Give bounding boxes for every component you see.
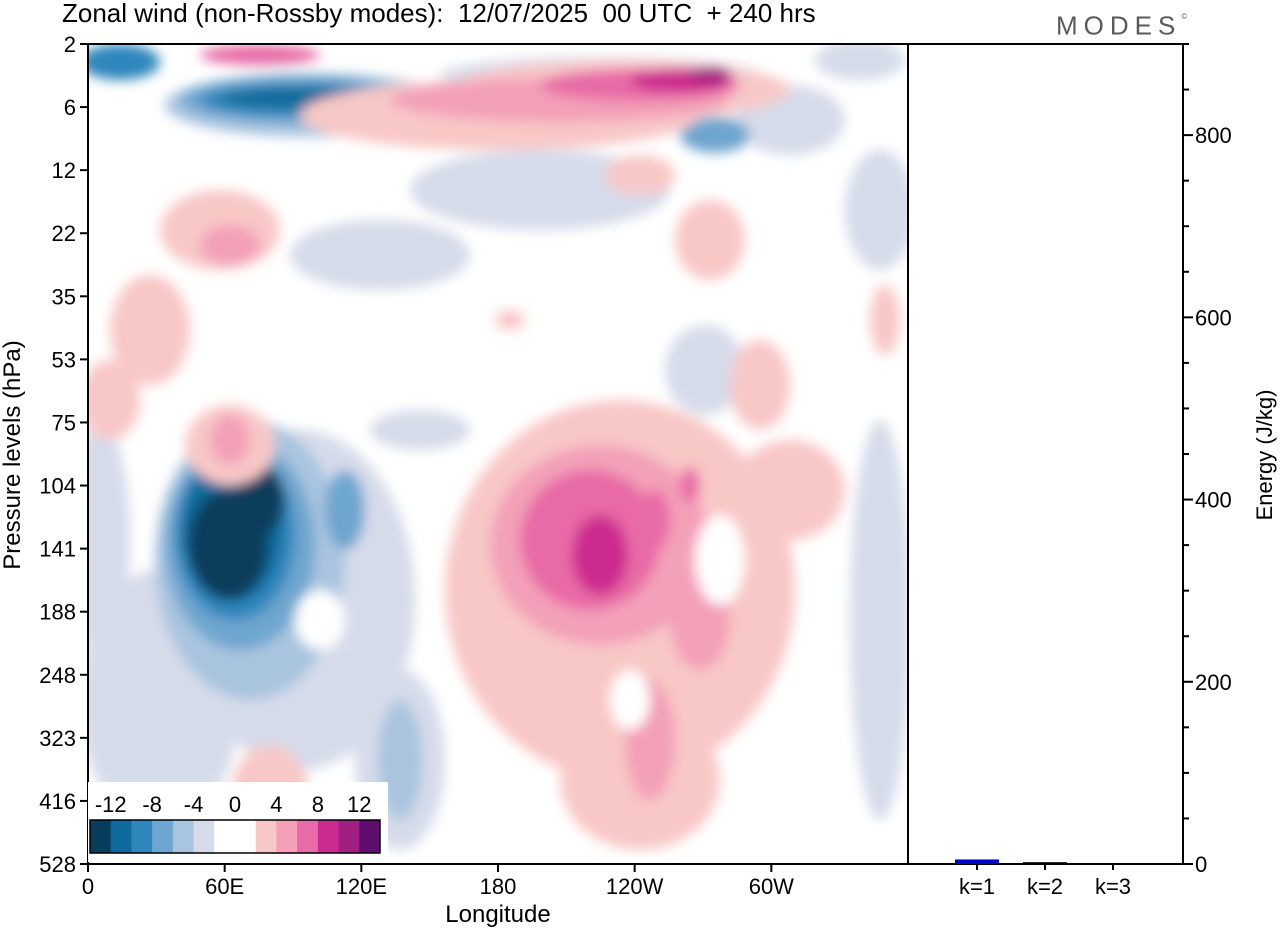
y-tick-label: 75 [52, 410, 76, 435]
contour-region [870, 285, 900, 355]
contour-region [88, 420, 130, 660]
colorbar-swatch [90, 820, 112, 853]
energy-category-label: k=3 [1095, 874, 1131, 899]
colorbar-swatch [235, 820, 257, 853]
x-tick-label: 60W [749, 874, 794, 899]
colorbar-label: 12 [347, 792, 371, 817]
contour-region [200, 225, 260, 265]
colorbar-swatch [172, 820, 195, 853]
contour-region [680, 467, 700, 503]
energy-category-label: k=2 [1027, 874, 1063, 899]
contour-region [210, 415, 250, 465]
colorbar-label: 8 [312, 792, 324, 817]
contour-region [850, 420, 908, 820]
colorbar-label: -12 [95, 792, 127, 817]
contour-region [110, 275, 190, 385]
colorbar-label: 4 [270, 792, 282, 817]
colorbar-swatch [193, 820, 215, 853]
brand-logo: MODES© [1056, 8, 1187, 41]
colorbar-swatch [214, 820, 236, 853]
energy-axis-label: Energy (J/kg) [1252, 390, 1277, 521]
energy-tick-label: 600 [1195, 305, 1232, 330]
contour-region [845, 150, 908, 270]
contour-region [200, 45, 320, 65]
contour-region [88, 360, 140, 440]
contour-region [495, 310, 525, 330]
x-axis-label: Longitude [445, 901, 550, 928]
colorbar-swatch [152, 820, 174, 853]
energy-tick-label: 800 [1195, 123, 1232, 148]
contour-region [410, 150, 670, 230]
y-tick-label: 141 [39, 537, 76, 562]
contour-region [605, 155, 675, 195]
contour-region [680, 117, 750, 153]
energy-bar-k=3 [1091, 863, 1135, 865]
chart-title: Zonal wind (non-Rossby modes): 12/07/202… [62, 0, 816, 28]
y-axis-label: Pressure levels (hPa) [0, 340, 26, 569]
contour-region [688, 67, 732, 83]
contour-region [735, 440, 845, 540]
energy-bars: k=1 k=2 k=3 [955, 859, 1135, 899]
y-tick-label: 35 [52, 284, 76, 309]
x-tick-label: 120W [606, 874, 664, 899]
contour-region [695, 515, 745, 605]
y-tick-label: 188 [39, 600, 76, 625]
colorbar-frame [89, 819, 381, 854]
contour-region [378, 700, 422, 820]
contour-region [370, 410, 470, 450]
contour-field [88, 44, 908, 855]
energy-category-label: k=1 [959, 874, 995, 899]
colorbar-label: 0 [229, 792, 241, 817]
contour-region [88, 44, 160, 80]
contour-region [295, 590, 345, 650]
energy-panel-frame [907, 43, 1184, 865]
colorbar-swatch [110, 820, 132, 853]
x-tick-label: 180 [480, 874, 517, 899]
energy-bar-k=1 [955, 859, 999, 864]
x-axis: 0 60E 120E 180 120W 60W [82, 864, 794, 899]
colorbar-swatch [338, 820, 360, 853]
colorbar-label: -4 [184, 792, 204, 817]
contour-region [665, 325, 745, 415]
colorbar-swatch [317, 820, 340, 853]
y-tick-label: 323 [39, 726, 76, 751]
y-tick-label: 416 [39, 789, 76, 814]
energy-bar-k=2 [1023, 862, 1067, 864]
y-tick-label: 528 [39, 852, 76, 877]
colorbar-swatch [359, 820, 381, 853]
energy-tick-label: 200 [1195, 670, 1232, 695]
x-tick-label: 0 [82, 874, 94, 899]
x-tick-label: 120E [336, 874, 387, 899]
y-tick-label: 248 [39, 663, 76, 688]
energy-axis: 0 200 400 600 800 [1183, 43, 1232, 877]
y-tick-label: 2 [64, 32, 76, 57]
colorbar-label: -8 [142, 792, 162, 817]
contour-region [730, 340, 790, 430]
colorbar-swatch [255, 820, 277, 853]
y-tick-label: 53 [52, 347, 76, 372]
energy-tick-label: 400 [1195, 488, 1232, 513]
brand-text: MODES [1056, 10, 1182, 41]
contour-region [235, 465, 285, 535]
brand-mark: © [1181, 12, 1188, 21]
x-tick-label: 60E [205, 874, 244, 899]
colorbar-swatch [131, 820, 153, 853]
y-tick-label: 6 [64, 95, 76, 120]
contour-region [675, 200, 745, 280]
y-tick-label: 12 [52, 158, 76, 183]
contour-region [325, 470, 365, 550]
y-axis: 2 6 12 22 35 53 75 104 141 188 248 323 416 528 [39, 32, 88, 877]
colorbar: -12 -8 -4 0 4 8 12 [88, 782, 388, 862]
contour-region [815, 44, 905, 80]
contour-region [290, 220, 470, 290]
contour-region [640, 490, 670, 550]
colorbar-swatch [276, 820, 298, 853]
y-tick-label: 22 [52, 221, 76, 246]
colorbar-swatch [297, 820, 319, 853]
contour-region [610, 670, 650, 730]
y-tick-label: 104 [39, 474, 76, 499]
energy-tick-label: 0 [1195, 852, 1207, 877]
contour-region [572, 515, 628, 595]
